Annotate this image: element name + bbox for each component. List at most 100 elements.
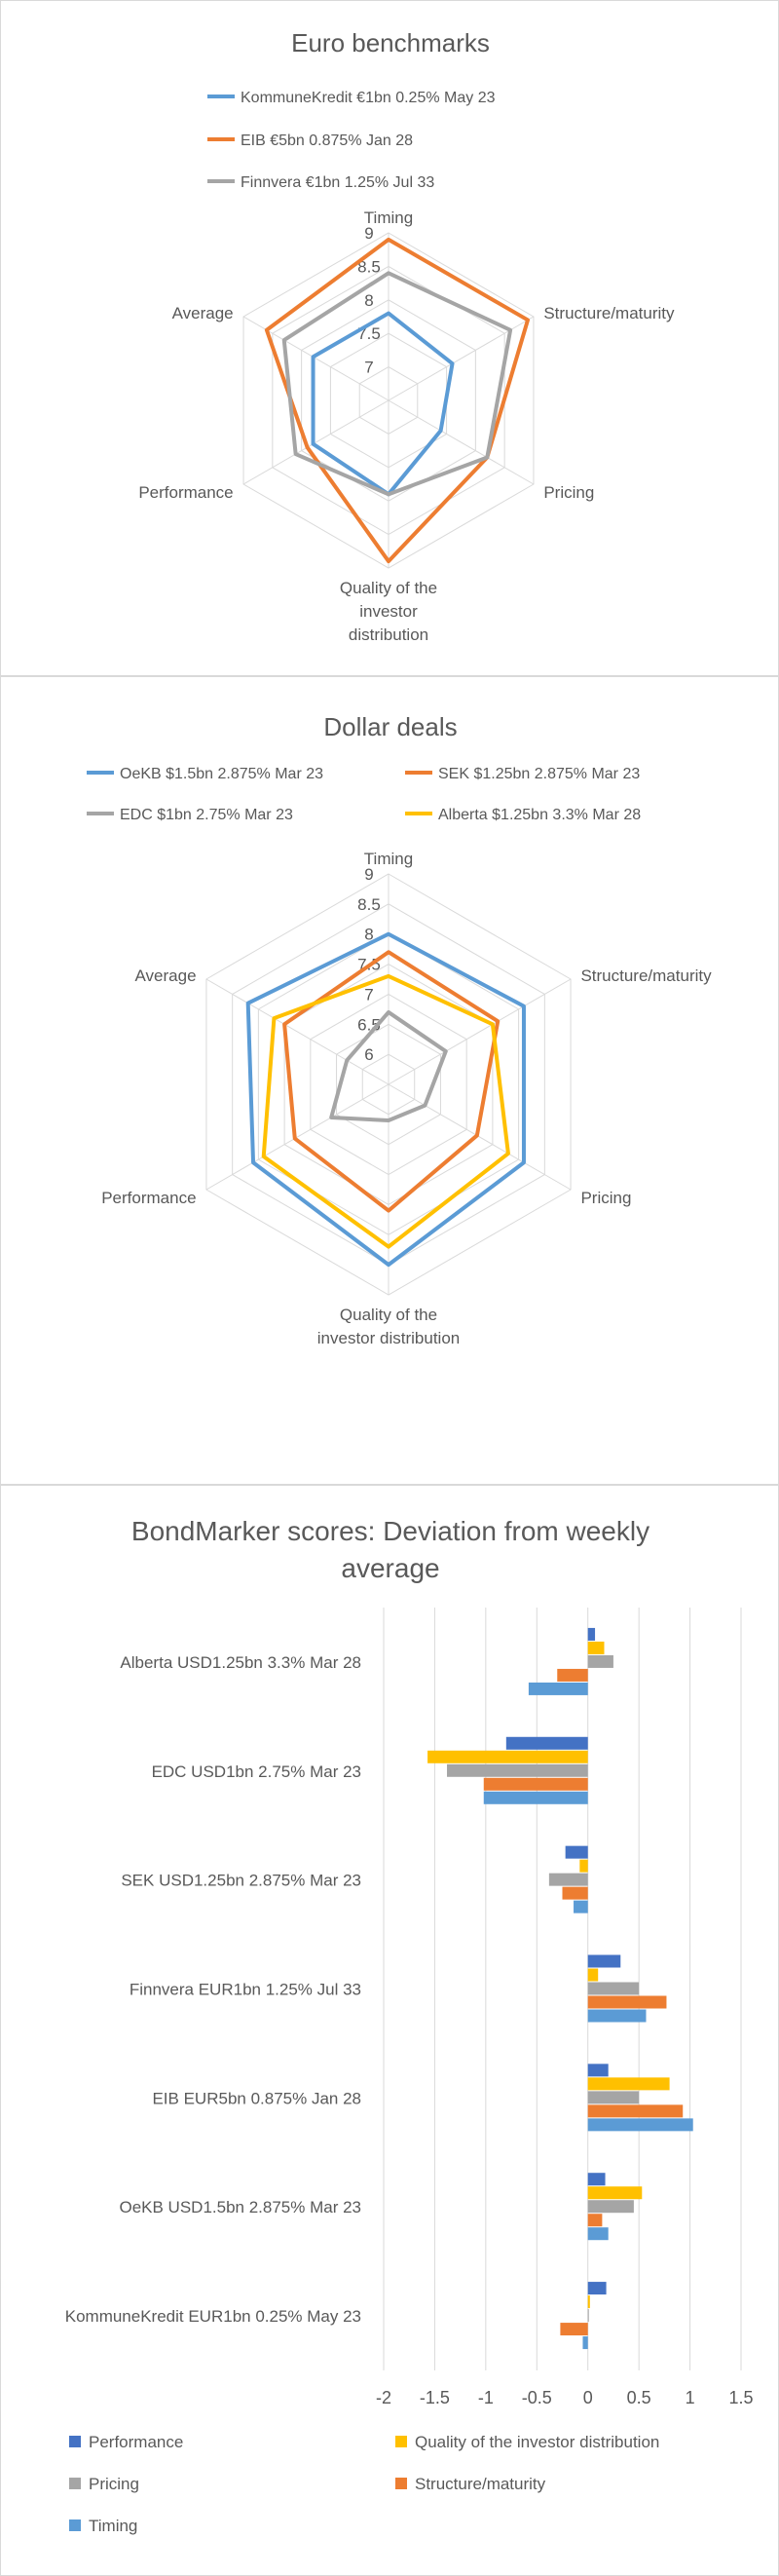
tick-label: 6 <box>364 1045 373 1064</box>
bar <box>587 1954 621 1968</box>
bar <box>587 2186 643 2200</box>
x-tick-label: -1 <box>478 2388 494 2407</box>
legend-label: Quality of the investor distribution <box>415 2433 659 2451</box>
axis-label: Structure/maturity <box>580 966 712 985</box>
grid-spoke <box>205 1083 390 1191</box>
bar <box>587 1641 605 1654</box>
category-label: KommuneKredit EUR1bn 0.25% May 23 <box>65 2307 361 2326</box>
grid-spoke <box>388 399 535 485</box>
bar <box>427 1750 588 1763</box>
bar <box>587 1982 640 1995</box>
x-tick-label: 0.5 <box>627 2388 651 2407</box>
category-label: Alberta USD1.25bn 3.3% Mar 28 <box>120 1653 361 1672</box>
tick-label: 9 <box>364 865 373 884</box>
legend-label: OeKB $1.5bn 2.875% Mar 23 <box>120 766 323 782</box>
bar <box>587 2064 609 2077</box>
grid-spoke <box>388 1083 572 1191</box>
legend-swatch <box>69 2436 81 2447</box>
tick-label: 8 <box>364 926 373 944</box>
legend-swatch <box>69 2478 81 2489</box>
tick-label: 9 <box>364 224 373 243</box>
series-polygon <box>245 931 526 1268</box>
grid-spoke <box>205 978 390 1085</box>
axis-label: investor <box>359 602 418 621</box>
bar <box>483 1777 588 1791</box>
axis-label: Performance <box>101 1189 196 1207</box>
bar <box>565 1845 588 1859</box>
axis-label: Performance <box>138 483 233 502</box>
axis-label: Timing <box>364 208 413 227</box>
x-tick-label: -0.5 <box>522 2388 552 2407</box>
bar <box>574 1900 588 1913</box>
bar <box>587 2282 607 2295</box>
bar <box>562 1886 588 1900</box>
legend-label: KommuneKredit €1bn 0.25% May 23 <box>241 90 496 106</box>
series-polygon <box>281 271 513 497</box>
tick-label: 8.5 <box>357 257 381 276</box>
deviation-bar-panel: BondMarker scores: Deviation from weekly… <box>0 1485 779 2576</box>
chart-title: Dollar deals <box>323 712 457 741</box>
legend-label: Structure/maturity <box>415 2475 546 2493</box>
x-tick-label: 1 <box>686 2388 695 2407</box>
bar <box>505 1736 588 1750</box>
category-label: Finnvera EUR1bn 1.25% Jul 33 <box>130 1981 361 1999</box>
dollar-deals-panel: Dollar deals OeKB $1.5bn 2.875% Mar 23 SEK… <box>0 676 779 1485</box>
category-label: EIB EUR5bn 0.875% Jan 28 <box>152 2089 361 2107</box>
legend-swatch <box>69 2519 81 2531</box>
bar <box>587 1968 599 1982</box>
bar <box>560 2323 588 2336</box>
chart-title: average <box>341 1553 439 1583</box>
euro-benchmarks-panel: Euro benchmarks KommuneKredit €1bn 0.25% … <box>0 0 779 676</box>
bar <box>587 2309 589 2323</box>
bar <box>587 1654 613 1668</box>
axis-label: Pricing <box>543 483 594 502</box>
bar <box>582 2336 588 2350</box>
series-polygon <box>261 973 510 1249</box>
axis-label: Quality of the <box>340 579 437 597</box>
legend-label: EDC $1bn 2.75% Mar 23 <box>120 807 293 823</box>
bar <box>587 2173 606 2186</box>
axis-label: Average <box>172 304 234 322</box>
bar <box>587 1995 667 2009</box>
bar <box>587 2227 609 2241</box>
bar <box>587 2009 647 2023</box>
chart-title: BondMarker scores: Deviation from weekly <box>131 1516 649 1546</box>
bar <box>587 2295 590 2309</box>
category-label: EDC USD1bn 2.75% Mar 23 <box>152 1762 361 1781</box>
tick-label: 7 <box>364 985 373 1004</box>
series-polygon <box>282 950 501 1213</box>
category-label: OeKB USD1.5bn 2.875% Mar 23 <box>119 2198 361 2216</box>
bar <box>587 1627 596 1641</box>
bar <box>557 1668 588 1682</box>
dollar-deals-radar-chart: Dollar deals OeKB $1.5bn 2.875% Mar 23 SEK… <box>87 712 712 1347</box>
axis-label: Average <box>135 966 197 985</box>
tick-label: 7 <box>364 359 373 377</box>
series-polygon <box>264 237 530 564</box>
bar <box>587 2214 603 2227</box>
legend-label: SEK $1.25bn 2.875% Mar 23 <box>438 766 640 782</box>
bar <box>587 2200 634 2214</box>
legend-label: Timing <box>89 2517 137 2535</box>
bar <box>447 1763 588 1777</box>
legend-label: EIB €5bn 0.875% Jan 28 <box>241 133 413 149</box>
bar <box>483 1791 588 1804</box>
legend-label: Finnvera €1bn 1.25% Jul 33 <box>241 174 434 191</box>
axis-label: distribution <box>349 625 428 644</box>
x-tick-label: 1.5 <box>728 2388 753 2407</box>
grid-spoke <box>242 399 390 485</box>
bar <box>528 1682 588 1695</box>
legend-swatch <box>395 2436 407 2447</box>
tick-label: 8 <box>364 291 373 310</box>
bar <box>587 2118 693 2132</box>
axis-label: Quality of the <box>340 1306 437 1324</box>
chart-title: Euro benchmarks <box>291 28 490 57</box>
axis-label: Timing <box>364 850 413 868</box>
bar <box>579 1859 588 1873</box>
x-tick-label: -1.5 <box>420 2388 450 2407</box>
axis-label: investor distribution <box>317 1329 460 1347</box>
legend-label: Performance <box>89 2433 183 2451</box>
bar <box>587 2104 684 2118</box>
legend-label: Pricing <box>89 2475 139 2493</box>
deviation-bar-chart: BondMarker scores: Deviation from weekly… <box>65 1516 754 2535</box>
series-polygon <box>329 1009 448 1123</box>
